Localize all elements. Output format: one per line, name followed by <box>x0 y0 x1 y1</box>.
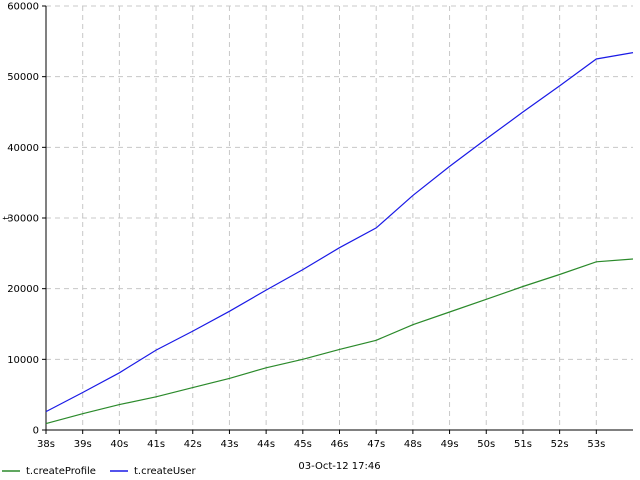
x-tick-label: 52s <box>551 439 569 450</box>
series-line-t-createuser <box>45 52 634 413</box>
x-tick-label: 53s <box>587 439 605 450</box>
legend-label: t.createProfile <box>26 466 96 477</box>
x-tick-label: 51s <box>514 439 532 450</box>
x-tick-label: 44s <box>257 439 275 450</box>
y-tick-label: 0 <box>33 426 39 437</box>
axes <box>42 5 633 434</box>
x-tick-label: 42s <box>184 439 202 450</box>
x-tick-label: 47s <box>367 439 385 450</box>
y-tick-label: 50000 <box>7 72 39 83</box>
series-line-t-createprofile <box>45 258 634 425</box>
x-tick-label: 43s <box>220 439 238 450</box>
x-tick-label: 45s <box>294 439 312 450</box>
x-tick-label: 50s <box>477 439 495 450</box>
y-tick-label: 40000 <box>7 143 39 154</box>
series-lines <box>45 52 634 425</box>
x-tick-label: 48s <box>404 439 422 450</box>
y-tick-label: 20000 <box>7 284 39 295</box>
x-tick-label: 41s <box>147 439 165 450</box>
x-tick-label: 39s <box>74 439 92 450</box>
x-tick-label: 38s <box>37 439 55 450</box>
y-tick-label: 30000 <box>7 214 39 225</box>
y-tick-label: 10000 <box>7 355 39 366</box>
axis-labels: 0 10000 20000 30000 40000 50000 60000 38s 39s 40s… <box>2 2 605 473</box>
y-axis-title: t <box>2 216 12 220</box>
grid <box>46 5 633 430</box>
x-axis-title: 03-Oct-12 17:46 <box>298 461 380 472</box>
legend: t.createProfile t.createUser <box>2 466 197 477</box>
legend-label: t.createUser <box>134 466 197 477</box>
y-tick-label: 60000 <box>7 2 39 13</box>
x-tick-label: 46s <box>331 439 349 450</box>
x-tick-label: 49s <box>441 439 459 450</box>
x-tick-label: 40s <box>110 439 128 450</box>
